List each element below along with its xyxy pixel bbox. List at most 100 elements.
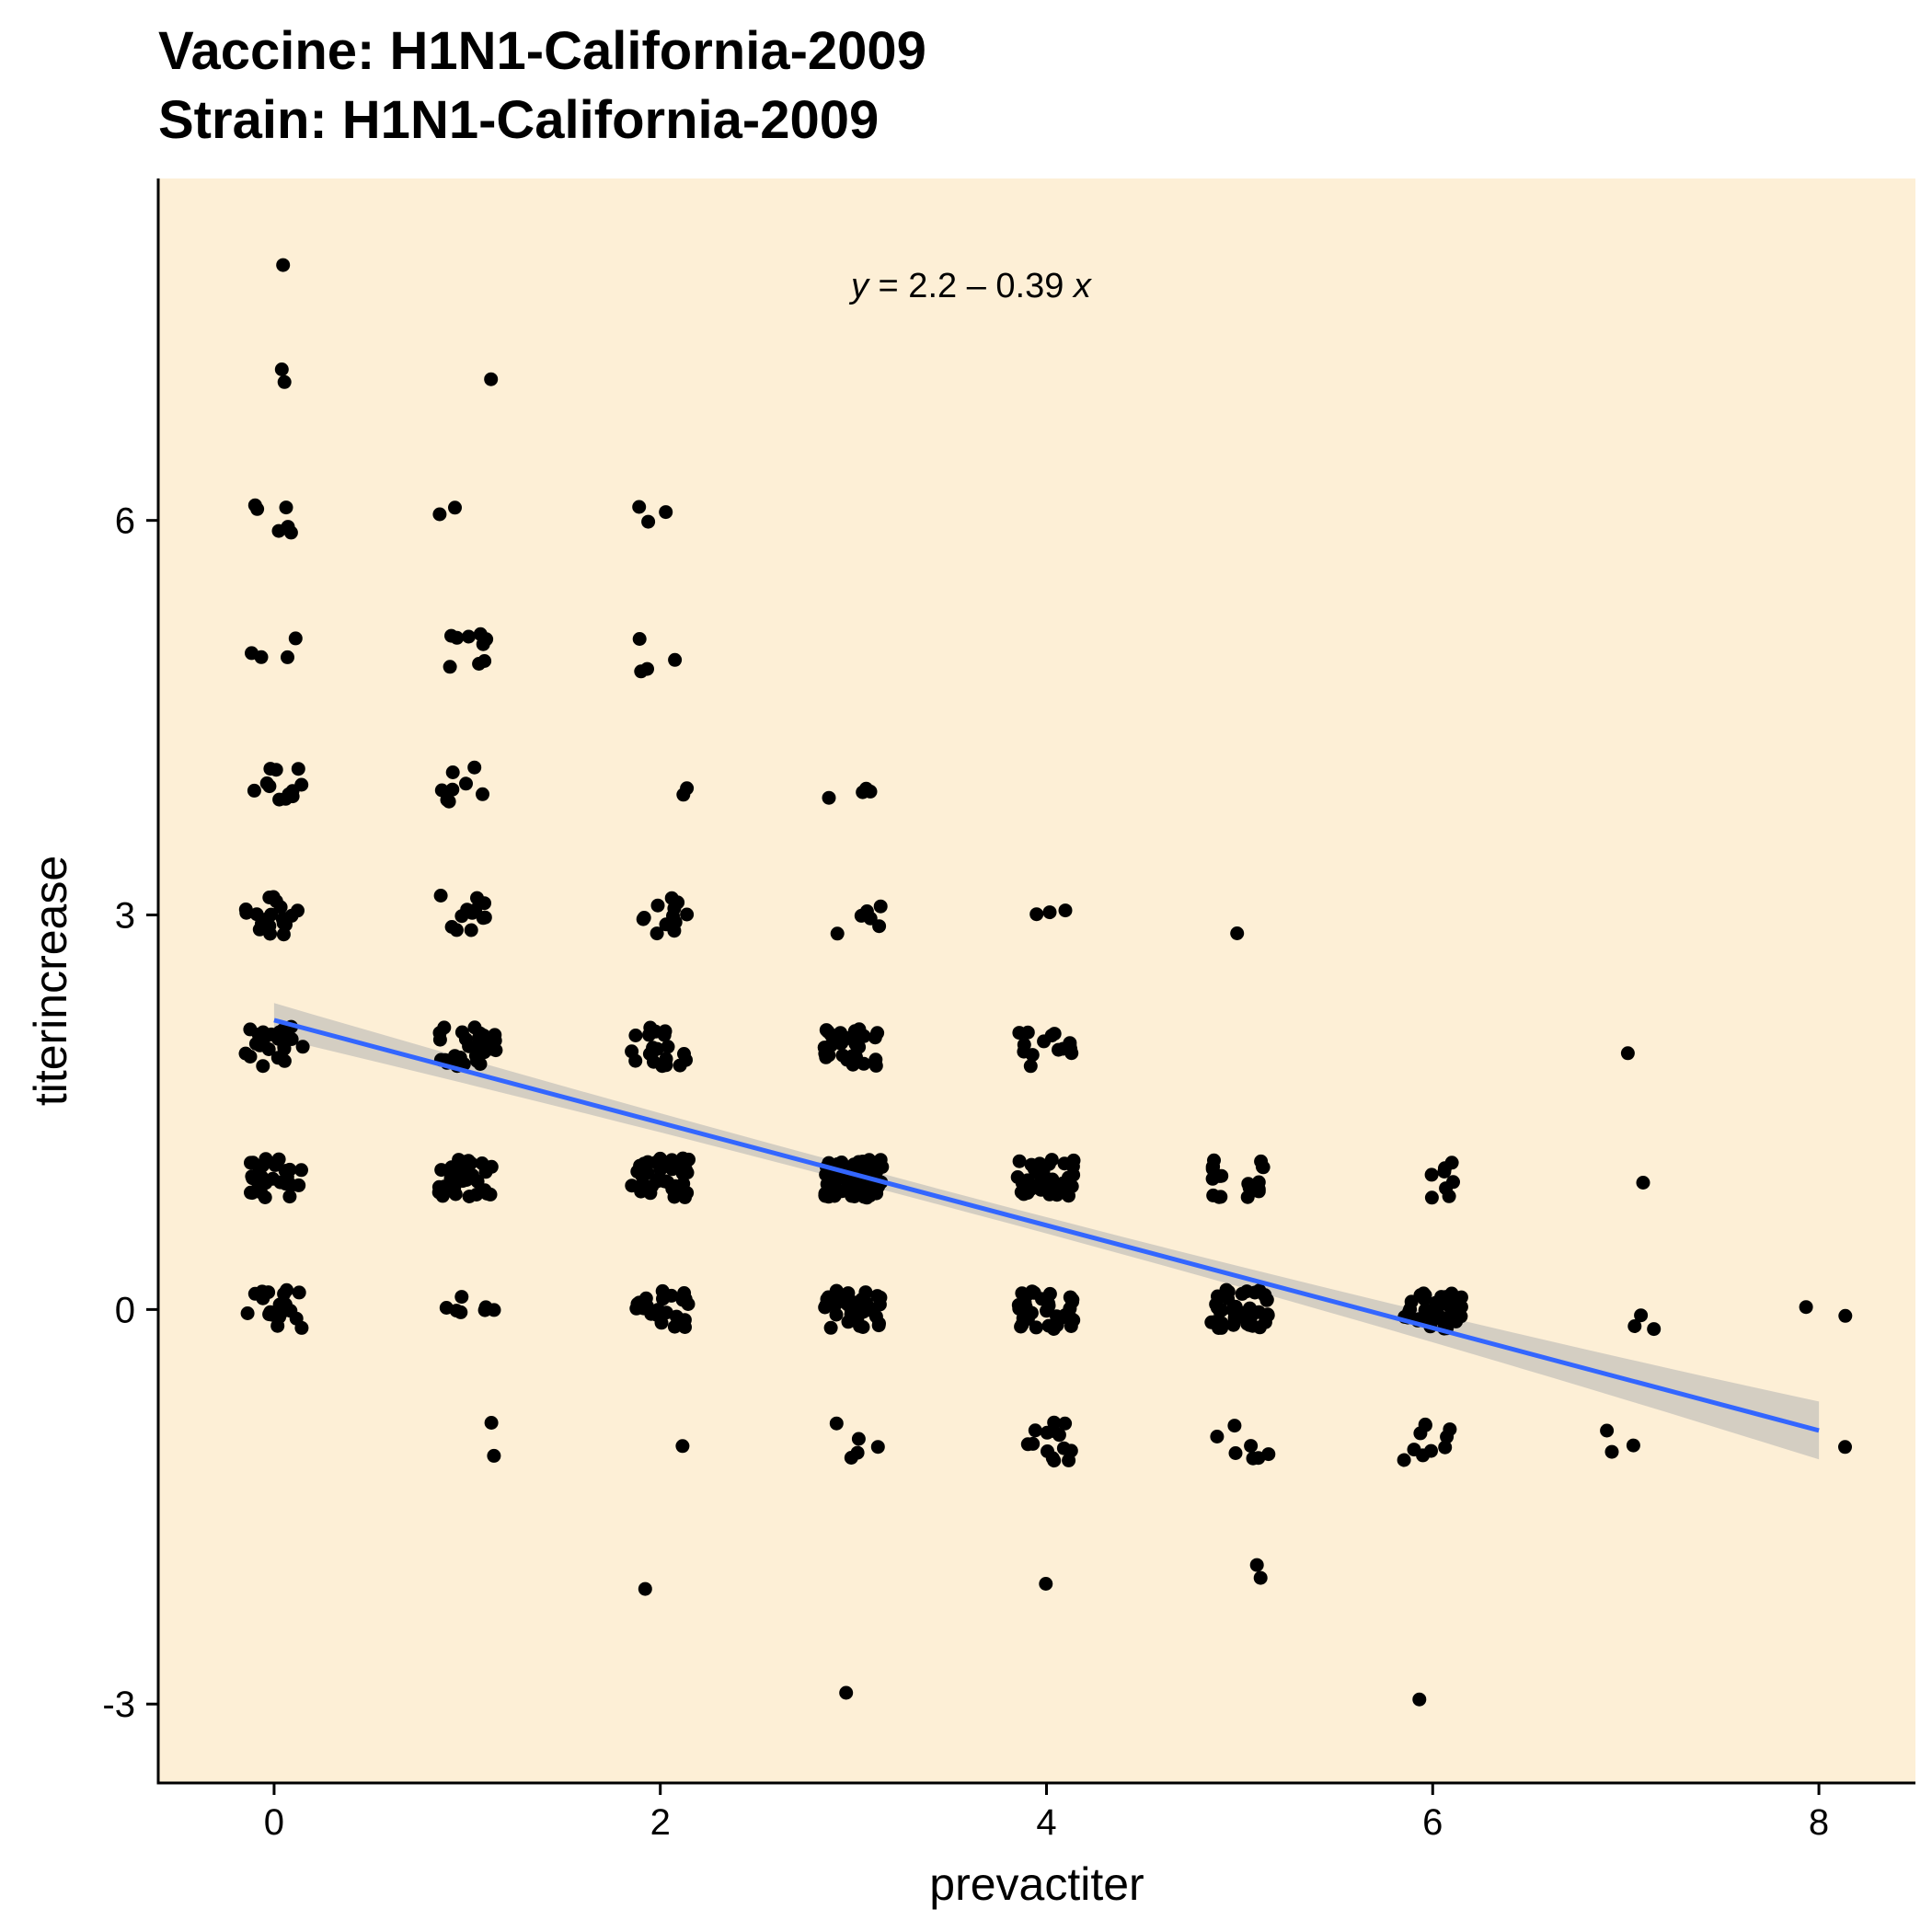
- data-point: [830, 926, 845, 941]
- x-tick-label: 8: [1809, 1802, 1829, 1843]
- data-point: [462, 1190, 477, 1203]
- data-point: [472, 657, 487, 671]
- data-point: [636, 1177, 650, 1191]
- data-point: [262, 1307, 277, 1322]
- x-tick-label: 6: [1422, 1802, 1443, 1843]
- data-point: [254, 650, 269, 664]
- data-point: [432, 507, 447, 522]
- data-point: [254, 1185, 269, 1200]
- data-point: [856, 1320, 870, 1334]
- data-point: [1041, 1296, 1056, 1311]
- data-point: [454, 1305, 468, 1319]
- data-point: [1438, 1161, 1452, 1176]
- y-tick-label: 3: [115, 896, 135, 937]
- data-point: [656, 1058, 671, 1073]
- data-point: [1454, 1290, 1468, 1305]
- data-point: [650, 898, 665, 913]
- data-point: [650, 926, 664, 941]
- data-point: [1251, 1182, 1266, 1197]
- data-point: [1015, 1286, 1029, 1301]
- equation-body: = 2.2 – 0.39: [868, 267, 1074, 305]
- data-point: [1397, 1453, 1411, 1467]
- data-point: [487, 1448, 501, 1463]
- data-point: [661, 1175, 675, 1190]
- x-axis-ticks: 0 2 4 6 8: [264, 1783, 1829, 1843]
- data-point: [465, 905, 479, 920]
- data-point: [1012, 1154, 1027, 1168]
- y-axis-title: titerincrease: [25, 856, 76, 1106]
- data-point: [833, 1170, 847, 1185]
- data-point: [1429, 1295, 1443, 1310]
- data-point: [269, 763, 283, 777]
- data-point: [1058, 903, 1073, 918]
- data-point: [1424, 1190, 1439, 1205]
- data-point: [1258, 1315, 1272, 1329]
- data-point: [1412, 1692, 1427, 1707]
- data-point: [659, 505, 673, 520]
- data-point: [468, 1049, 483, 1064]
- data-point: [1018, 1299, 1033, 1314]
- data-point: [272, 1297, 287, 1312]
- data-point: [1211, 1289, 1225, 1304]
- data-point: [453, 1051, 467, 1064]
- data-point: [1261, 1447, 1276, 1462]
- data-point: [292, 1285, 306, 1300]
- data-point: [249, 907, 264, 922]
- data-point: [675, 1293, 690, 1307]
- data-point: [1020, 1025, 1035, 1040]
- data-point: [275, 912, 290, 926]
- data-point: [1636, 1176, 1650, 1190]
- data-point: [259, 776, 274, 790]
- data-point: [454, 1025, 469, 1040]
- data-point: [1046, 1423, 1061, 1438]
- y-tick-label: 6: [115, 501, 135, 542]
- data-point: [1604, 1444, 1619, 1459]
- data-point: [655, 1283, 670, 1298]
- data-point: [680, 1186, 695, 1201]
- data-point: [835, 1288, 850, 1303]
- y-tick-label: -3: [102, 1685, 135, 1725]
- data-point: [873, 899, 888, 914]
- data-point: [1239, 1284, 1254, 1299]
- data-point: [256, 1059, 270, 1074]
- data-point: [1020, 1173, 1035, 1188]
- data-point: [476, 911, 490, 926]
- data-point: [1634, 1308, 1649, 1323]
- data-point: [477, 1029, 491, 1043]
- data-point: [632, 632, 647, 646]
- data-point: [246, 1171, 260, 1186]
- data-point: [1020, 1312, 1035, 1326]
- data-point: [257, 1032, 271, 1046]
- data-point: [238, 903, 253, 916]
- data-point: [1034, 1173, 1049, 1188]
- data-point: [470, 891, 484, 905]
- data-point: [1020, 1186, 1035, 1201]
- data-point: [1050, 1317, 1064, 1332]
- data-point: [1647, 1322, 1662, 1337]
- data-point: [452, 1171, 466, 1186]
- data-point: [279, 500, 293, 515]
- data-point: [1208, 1315, 1223, 1329]
- data-point: [664, 1153, 679, 1167]
- data-point: [1418, 1417, 1432, 1432]
- x-tick-label: 4: [1036, 1802, 1056, 1843]
- data-point: [1045, 1451, 1060, 1466]
- data-point: [295, 1040, 310, 1054]
- data-point: [485, 1041, 500, 1056]
- data-point: [634, 1164, 649, 1179]
- data-point: [642, 1028, 656, 1042]
- data-point: [625, 1179, 639, 1193]
- confidence-band: [273, 1003, 1820, 1460]
- data-point: [677, 1047, 691, 1061]
- data-point: [673, 1058, 687, 1073]
- data-point: [274, 362, 289, 376]
- data-point: [1799, 1300, 1813, 1315]
- data-point: [475, 1156, 489, 1170]
- data-point: [433, 889, 448, 903]
- data-point: [1029, 1320, 1043, 1335]
- data-point: [434, 1181, 449, 1196]
- data-point: [281, 650, 294, 664]
- data-point: [291, 762, 305, 776]
- data-point: [871, 1318, 886, 1333]
- data-point: [277, 374, 292, 389]
